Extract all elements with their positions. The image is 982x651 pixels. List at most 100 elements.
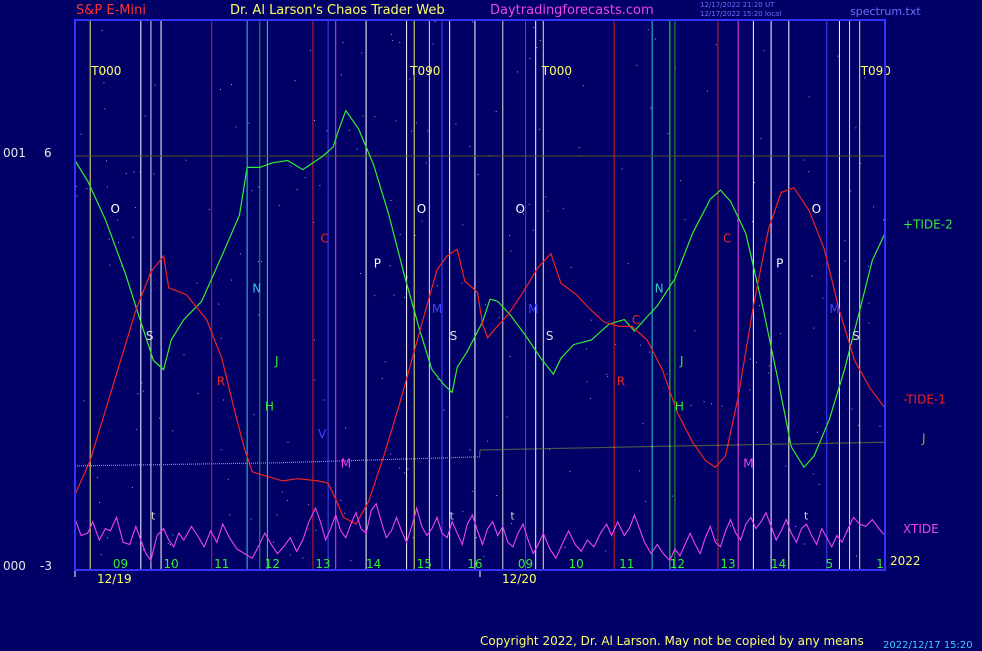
star-dot <box>569 470 571 472</box>
star-dot <box>104 108 106 110</box>
cycle-annotation: V <box>318 427 327 441</box>
star-dot <box>570 266 572 268</box>
hour-tick-label: 14 <box>771 557 786 571</box>
hour-tick-label: 13 <box>720 557 735 571</box>
cycle-annotation: P <box>374 256 381 270</box>
star-dot <box>278 204 280 206</box>
site-title: Dr. Al Larson's Chaos Trader Web <box>230 3 445 18</box>
star-dot <box>250 518 252 520</box>
star-dot <box>133 171 135 173</box>
cycle-annotation: M <box>528 302 538 316</box>
star-dot <box>390 453 391 455</box>
star-dot <box>811 275 813 277</box>
hour-tick-label: 5 <box>825 557 833 571</box>
star-dot <box>538 128 540 130</box>
star-dot <box>768 365 770 367</box>
cycle-annotation: M <box>432 302 442 316</box>
star-dot <box>118 241 120 243</box>
star-dot <box>873 206 874 208</box>
hour-tick-label: 09 <box>518 557 533 571</box>
star-dot <box>314 339 315 341</box>
star-dot <box>415 122 417 124</box>
star-dot <box>313 221 315 223</box>
date-tick-labels: 12/19 12/20 <box>74 570 537 586</box>
star-dot <box>533 27 535 29</box>
series-tide-2 <box>74 109 886 469</box>
star-dot <box>76 195 78 197</box>
star-dot <box>707 90 708 92</box>
star-dot <box>137 393 139 395</box>
star-dot <box>302 557 304 559</box>
star-dot <box>395 120 397 122</box>
xtide-t-mark: t <box>510 510 515 523</box>
star-dot <box>756 362 757 364</box>
hour-tick-label: 10 <box>569 557 584 571</box>
star-dot <box>568 77 570 79</box>
star-dot <box>258 314 260 316</box>
star-dot <box>409 78 411 80</box>
star-dot <box>432 43 434 45</box>
star-dot <box>498 317 500 319</box>
hour-tick-label: 11 <box>619 557 634 571</box>
star-dot <box>227 478 229 480</box>
series-xtide <box>74 502 886 562</box>
star-dot <box>522 213 524 215</box>
star-dot <box>399 234 401 236</box>
star-dot <box>309 50 311 52</box>
star-dot <box>414 235 416 236</box>
hour-tick-label: 16 <box>467 557 482 571</box>
star-dot <box>314 379 316 381</box>
star-dot <box>469 449 471 451</box>
star-dot <box>729 525 731 527</box>
star-dot <box>672 495 674 497</box>
time-marker: T000 <box>541 64 572 78</box>
hour-tick-labels: 09 10 11 12 13 14 15 16 09 10 11 12 13 14 5 1 <box>113 557 884 571</box>
star-dot <box>389 265 391 267</box>
star-dot <box>412 537 414 539</box>
cycle-annotation: J <box>274 354 279 368</box>
star-dot <box>167 543 169 544</box>
star-dot <box>427 130 429 132</box>
star-dot <box>476 537 477 538</box>
star-dot <box>539 40 541 41</box>
star-dot <box>345 427 347 429</box>
star-dot <box>391 39 393 41</box>
star-dot <box>666 373 668 375</box>
star-dot <box>605 550 607 552</box>
star-dot <box>340 499 342 501</box>
star-dot <box>850 190 852 192</box>
star-dot <box>690 405 692 407</box>
cycle-annotation: M <box>341 456 351 470</box>
star-dot <box>314 120 315 121</box>
right-series-label: XTIDE <box>903 522 939 536</box>
star-dot <box>134 207 136 209</box>
star-dot <box>223 399 225 401</box>
star-dot <box>509 356 511 357</box>
vertical-cycle-lines <box>89 20 861 570</box>
star-dot <box>344 512 346 514</box>
star-dot <box>407 276 409 278</box>
hour-tick-label: 13 <box>315 557 330 571</box>
star-dot <box>106 186 108 188</box>
star-dot <box>868 302 870 304</box>
star-dot <box>86 188 88 190</box>
star-dot <box>323 399 325 401</box>
star-dot <box>220 337 222 339</box>
star-dot <box>135 428 137 430</box>
star-dot <box>851 408 853 410</box>
star-dot <box>257 261 259 263</box>
star-dot <box>506 416 508 418</box>
star-dot <box>381 378 383 379</box>
cycle-annotation: M <box>743 456 753 470</box>
star-dot <box>144 115 146 117</box>
star-dot <box>803 159 805 161</box>
star-dot <box>121 265 123 267</box>
star-dot <box>342 42 344 44</box>
cycle-annotation: O <box>110 202 119 216</box>
star-dot <box>253 414 255 416</box>
star-dot <box>545 196 547 198</box>
star-dot <box>844 260 846 262</box>
cycle-annotation: H <box>675 399 684 413</box>
cycle-annotation: C <box>321 231 329 245</box>
